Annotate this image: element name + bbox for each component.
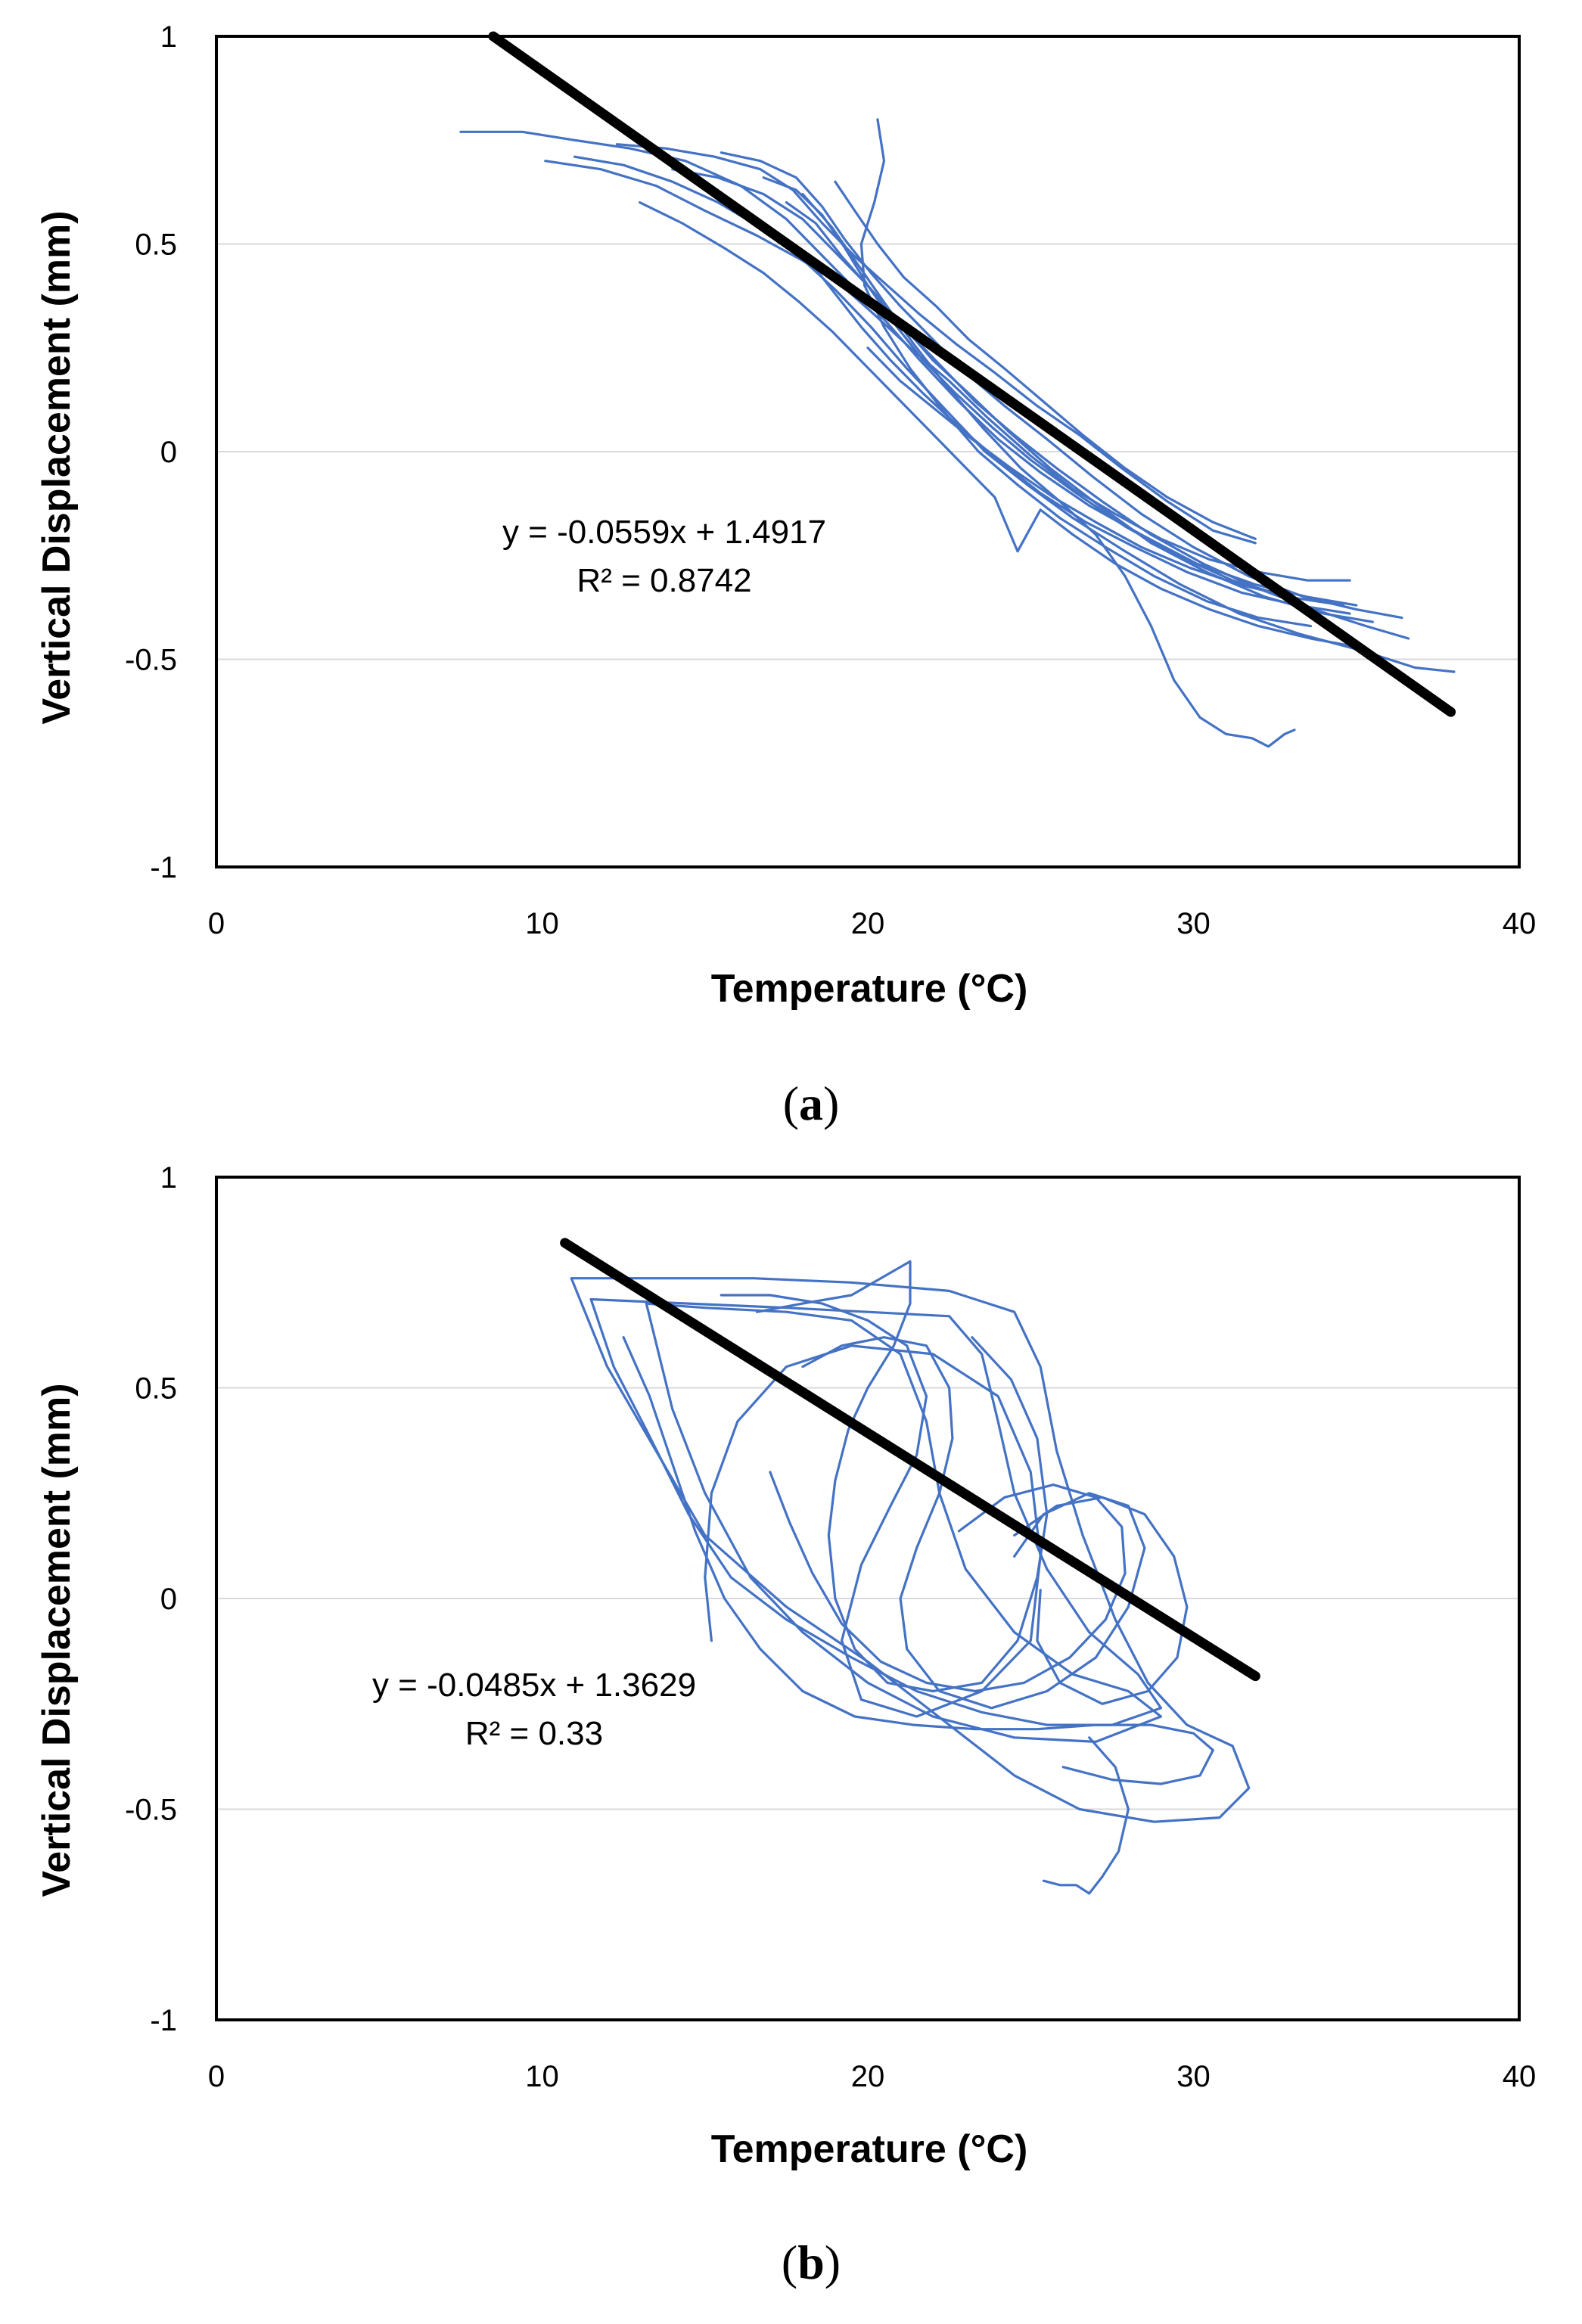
- x-tick-label: 20: [851, 2060, 885, 2093]
- y-tick-label: 0: [160, 1583, 177, 1616]
- series-line: [622, 1336, 1214, 1785]
- series-line: [570, 1277, 1251, 1823]
- x-tick-labels: 0 10 20 30 40: [208, 907, 1536, 940]
- panel-label-b: (b): [782, 2235, 841, 2289]
- chart-panel-a: 1 0.5 0 -0.5 -1 0 10 20 30 40 y = -0.0559x + 1.4…: [35, 20, 1536, 1130]
- r-squared-label: R² = 0.33: [465, 1715, 603, 1752]
- data-series-group: [459, 118, 1456, 748]
- chart-panel-b: 1 0.5 0 -0.5 -1 0 10 20 30 40 y = -0.0485x + 1.3…: [0, 1162, 1582, 2324]
- x-tick-label: 10: [525, 2060, 559, 2093]
- series-line: [811, 263, 1351, 615]
- series-line: [859, 118, 1313, 628]
- series-line: [589, 1297, 1163, 1726]
- plot-area-border: [215, 35, 1521, 868]
- series-line: [615, 143, 1257, 545]
- series-line: [801, 193, 1296, 748]
- series-line: [834, 180, 1257, 540]
- x-tick-label: 20: [851, 907, 885, 940]
- trendline-group: [488, 31, 1456, 717]
- series-line: [866, 346, 1293, 598]
- x-tick-labels: 0 10 20 30 40: [208, 2060, 1536, 2093]
- y-tick-label: -1: [150, 851, 177, 884]
- trendline-equation: y = -0.0485x + 1.3629: [372, 1667, 696, 1704]
- x-tick-label: 0: [208, 2060, 225, 2093]
- trendline-group: [560, 1238, 1260, 1682]
- series-line: [645, 1302, 1163, 1744]
- y-tick-labels: 1 0.5 0 -0.5 -1: [125, 1162, 177, 2037]
- linear-trendline: [560, 1238, 1260, 1682]
- series-line: [544, 160, 1351, 582]
- series-line: [785, 201, 1410, 640]
- y-tick-label: 0.5: [135, 228, 177, 262]
- y-tick-label: 1: [160, 20, 177, 54]
- trendline-equation: y = -0.0559x + 1.4917: [502, 514, 826, 551]
- x-tick-label: 30: [1176, 2060, 1211, 2093]
- plot-area-border: [215, 1176, 1521, 2021]
- x-axis-title: Temperature (°C): [711, 967, 1028, 1011]
- y-tick-label: -0.5: [125, 1794, 177, 1827]
- series-line: [638, 201, 1358, 648]
- grid-lines: [216, 1387, 1519, 1810]
- series-line: [762, 176, 1345, 607]
- series-line: [801, 1336, 1146, 1710]
- series-line: [769, 1471, 1127, 1693]
- chart-svg-b: 1 0.5 0 -0.5 -1 0 10 20 30 40 y = -0.0485x + 1.3…: [35, 1162, 1536, 2289]
- r-squared-label: R² = 0.8742: [577, 562, 751, 599]
- y-axis-title: Vertical Displacement (mm): [35, 1383, 79, 1897]
- y-tick-label: -0.5: [125, 644, 177, 677]
- x-axis-title: Temperature (°C): [711, 2127, 1028, 2171]
- x-tick-label: 40: [1503, 907, 1537, 940]
- grid-lines: [216, 243, 1519, 660]
- series-line: [755, 1260, 1049, 1693]
- x-tick-label: 40: [1503, 2060, 1537, 2093]
- x-tick-label: 10: [525, 907, 559, 940]
- y-tick-label: 0: [160, 436, 177, 469]
- y-axis-title: Vertical Displacement (mm): [35, 210, 79, 724]
- data-series-group: [570, 1260, 1251, 1895]
- y-tick-label: 1: [160, 1162, 177, 1195]
- y-tick-labels: 1 0.5 0 -0.5 -1: [125, 20, 177, 884]
- x-tick-label: 0: [208, 907, 225, 940]
- y-tick-label: -1: [150, 2004, 177, 2037]
- panel-label-a: (a): [783, 1077, 840, 1130]
- linear-trendline: [488, 31, 1456, 717]
- x-tick-label: 30: [1176, 907, 1211, 940]
- y-tick-label: 0.5: [135, 1372, 177, 1406]
- chart-svg-a: 1 0.5 0 -0.5 -1 0 10 20 30 40 y = -0.0559x + 1.4…: [35, 20, 1536, 1130]
